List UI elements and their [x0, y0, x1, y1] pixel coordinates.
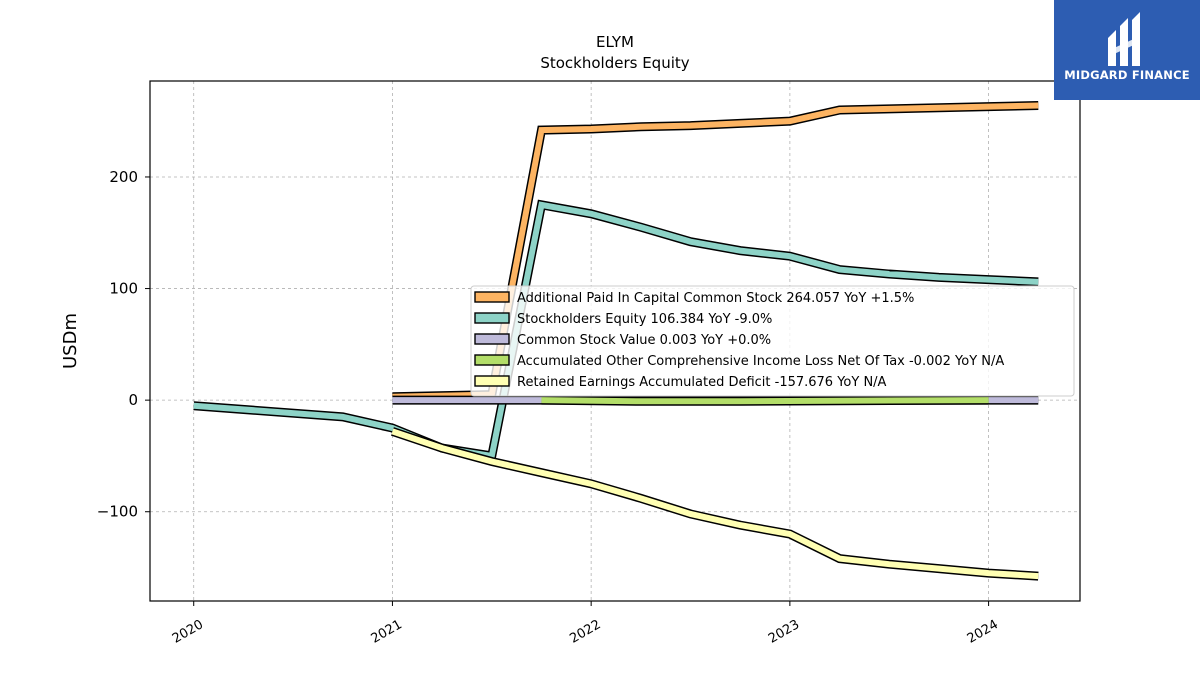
y-tick-label: 200	[109, 168, 138, 186]
x-tick-label: 2021	[369, 617, 405, 647]
series-3-line	[541, 397, 989, 405]
legend-label-3: Accumulated Other Comprehensive Income L…	[517, 354, 1004, 369]
logo-text: MIDGARD FINANCE	[1064, 68, 1190, 82]
legend-swatch-4	[474, 375, 510, 387]
legend-label-4: Retained Earnings Accumulated Deficit -1…	[517, 375, 887, 390]
series-0-line	[392, 102, 1039, 400]
y-axis-label: USDm	[60, 313, 81, 369]
legend-swatch-3	[474, 354, 510, 366]
x-tick-label: 2022	[567, 617, 603, 647]
midgard-logo-icon	[1108, 12, 1140, 66]
x-tick-label: 2023	[766, 617, 802, 647]
legend-swatch-0	[474, 291, 510, 303]
y-tick-label: 0	[128, 391, 138, 409]
x-tick-label: 2020	[170, 617, 206, 647]
chart-title: ELYM	[596, 33, 634, 51]
y-tick-label: −100	[97, 503, 138, 521]
x-tick-label: 2024	[965, 617, 1001, 647]
series-layer	[193, 101, 1039, 581]
midgard-finance-logo: MIDGARD FINANCE	[1054, 0, 1200, 100]
legend-box	[470, 285, 1075, 397]
series-4-line	[391, 428, 1039, 580]
legend-label-2: Common Stock Value 0.003 YoY +0.0%	[517, 333, 771, 348]
chart-subtitle: Stockholders Equity	[540, 54, 689, 72]
legend-label-0: Additional Paid In Capital Common Stock …	[517, 291, 914, 306]
legend-swatch-2	[474, 333, 510, 345]
legend-label-1: Stockholders Equity 106.384 YoY -9.0%	[517, 312, 772, 327]
legend-swatch-1	[474, 312, 510, 324]
plot-frame	[149, 80, 1081, 602]
legend: Additional Paid In Capital Common Stock …	[470, 285, 1075, 397]
y-tick-label: 100	[109, 280, 138, 298]
